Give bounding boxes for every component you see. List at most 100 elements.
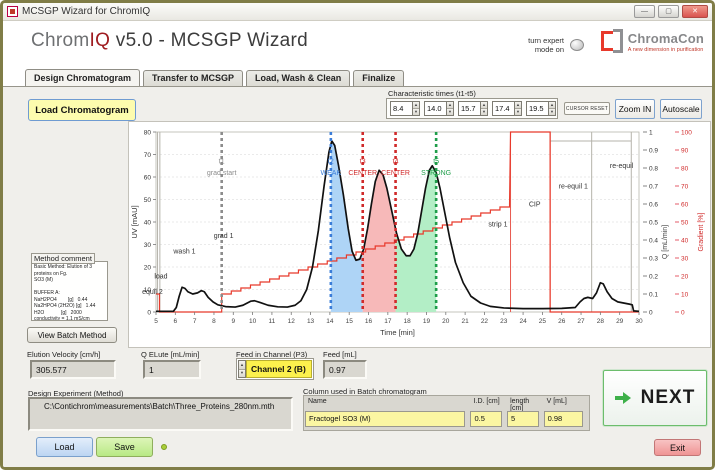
- svg-text:20: 20: [681, 274, 689, 281]
- close-button[interactable]: ✕: [682, 5, 708, 18]
- svg-text:0.7: 0.7: [649, 184, 658, 191]
- main-panel: Load Chromatogram Characteristic times (…: [3, 86, 712, 467]
- svg-text:t5: t5: [433, 159, 439, 166]
- svg-text:t1: t1: [219, 159, 225, 166]
- autoscale-button[interactable]: Autoscale: [660, 99, 702, 119]
- tab-design-chromatogram[interactable]: Design Chromatogram: [25, 69, 141, 86]
- svg-text:WEAK: WEAK: [321, 170, 342, 177]
- svg-text:CENTER: CENTER: [381, 170, 410, 177]
- svg-text:CIP: CIP: [529, 201, 541, 208]
- svg-text:0.9: 0.9: [649, 148, 658, 155]
- method-comment-box[interactable]: Basic Method: Elution of 3 proteins on F…: [31, 261, 108, 321]
- svg-text:7: 7: [193, 318, 197, 325]
- column-table-row: Fractogel SO3 (M) 0.5 5 0.98: [305, 411, 588, 427]
- save-button[interactable]: Save: [96, 437, 153, 457]
- feed-volume-field[interactable]: 0.97: [323, 360, 367, 379]
- svg-text:wash 1: wash 1: [172, 249, 195, 256]
- svg-text:t3: t3: [360, 159, 366, 166]
- svg-text:70: 70: [144, 152, 152, 159]
- elution-velocity-label: Elution Velocity [cm/h]: [27, 350, 101, 359]
- feed-channel-label: Feed in Channel (P3): [236, 350, 308, 359]
- feed-channel-dropdown[interactable]: ▲ ▼ Channel 2 (B): [236, 358, 314, 380]
- svg-text:70: 70: [681, 184, 689, 191]
- title-bar: MCSGP Wizard for ChromIQ — ▢ ✕: [3, 3, 712, 21]
- next-arrow-icon: [614, 392, 631, 404]
- design-experiment-label: Design Experiment (Method): [28, 389, 124, 398]
- feed-volume-label: Feed [mL]: [323, 350, 357, 359]
- svg-text:10: 10: [144, 287, 152, 294]
- svg-text:22: 22: [481, 318, 489, 325]
- app-icon: [7, 6, 18, 17]
- chromatogram-chart[interactable]: t1 grad start t2 WEAK t3 CENTER t4 CENTER t5 STRO…: [128, 121, 711, 348]
- zoom-in-button[interactable]: Zoom IN: [615, 99, 655, 119]
- svg-text:21: 21: [462, 318, 470, 325]
- characteristic-time-5[interactable]: 19.5 ▲ ▼: [526, 101, 556, 116]
- svg-text:t2: t2: [328, 159, 334, 166]
- next-button[interactable]: NEXT: [603, 370, 707, 426]
- load-chromatogram-button[interactable]: Load Chromatogram: [28, 99, 136, 121]
- svg-text:40: 40: [681, 238, 689, 245]
- tab-load-wash-clean[interactable]: Load, Wash & Clean: [246, 70, 351, 86]
- svg-text:100: 100: [681, 130, 692, 137]
- characteristic-time-1[interactable]: 8.4 ▲ ▼: [390, 101, 420, 116]
- maximize-button[interactable]: ▢: [658, 5, 679, 18]
- characteristic-time-4[interactable]: 17.4 ▲ ▼: [492, 101, 522, 116]
- feed-channel-spinner[interactable]: ▲ ▼: [238, 360, 246, 378]
- svg-text:28: 28: [597, 318, 605, 325]
- load-button[interactable]: Load: [36, 437, 93, 457]
- view-batch-method-button[interactable]: View Batch Method: [27, 327, 117, 343]
- cursor-reset-button[interactable]: CURSOR RESET: [564, 102, 610, 115]
- svg-text:60: 60: [144, 175, 152, 182]
- chromacon-logo-icon: [600, 29, 623, 55]
- column-header-2: length [cm]: [510, 398, 530, 412]
- column-header-1: I.D. [cm]: [473, 398, 500, 405]
- svg-text:30: 30: [681, 256, 689, 263]
- svg-text:18: 18: [404, 318, 412, 325]
- svg-text:16: 16: [365, 318, 373, 325]
- svg-text:Gradient [%]: Gradient [%]: [698, 212, 705, 251]
- svg-text:80: 80: [144, 130, 152, 137]
- title-chrom: Chrom: [31, 30, 90, 51]
- characteristic-time-2[interactable]: 14.0 ▲ ▼: [424, 101, 454, 116]
- svg-text:30: 30: [144, 242, 152, 249]
- svg-text:grad 1: grad 1: [214, 233, 234, 240]
- svg-text:15: 15: [346, 318, 354, 325]
- elution-velocity-field[interactable]: 305.577: [30, 360, 116, 379]
- svg-text:5: 5: [154, 318, 158, 325]
- svg-text:60: 60: [681, 202, 689, 209]
- column-table-label: Column used in Batch chromatogram: [303, 387, 427, 396]
- characteristic-times-label: Characteristic times (t1-t5): [388, 89, 476, 98]
- chromacon-logo: ChromaCon A new dimension in purificatio…: [600, 29, 704, 55]
- expert-mode-toggle[interactable]: [570, 39, 584, 51]
- svg-text:0.6: 0.6: [649, 202, 658, 209]
- q-elute-field[interactable]: 1: [143, 360, 201, 379]
- svg-text:equil 2: equil 2: [142, 289, 163, 296]
- svg-text:23: 23: [500, 318, 508, 325]
- svg-text:0.5: 0.5: [649, 220, 658, 227]
- fraction-region-2: [395, 165, 437, 312]
- svg-text:8: 8: [212, 318, 216, 325]
- svg-text:6: 6: [174, 318, 178, 325]
- logo-tagline: A new dimension in purification: [627, 47, 704, 53]
- svg-text:10: 10: [681, 292, 689, 299]
- svg-text:0: 0: [147, 310, 151, 317]
- tab-finalize[interactable]: Finalize: [353, 70, 405, 86]
- svg-text:17: 17: [384, 318, 392, 325]
- characteristic-time-3[interactable]: 15.7 ▲ ▼: [458, 101, 488, 116]
- column-cell-3[interactable]: 0.98: [543, 411, 583, 427]
- column-cell-2[interactable]: 5: [507, 411, 539, 427]
- feed-channel-value: Channel 2 (B): [246, 360, 312, 378]
- exit-button[interactable]: Exit: [654, 439, 701, 456]
- column-cell-0[interactable]: Fractogel SO3 (M): [305, 411, 466, 427]
- svg-text:re-equil: re-equil: [610, 163, 634, 170]
- design-experiment-path[interactable]: C:\Contichrom\measurements\Batch\Three_P…: [28, 397, 293, 431]
- svg-text:14: 14: [326, 318, 334, 325]
- svg-text:50: 50: [144, 197, 152, 204]
- svg-text:20: 20: [144, 265, 152, 272]
- minimize-button[interactable]: —: [634, 5, 655, 18]
- tab-transfer-to-mcsgp[interactable]: Transfer to MCSGP: [143, 70, 244, 86]
- tab-bar: Design Chromatogram Transfer to MCSGP Load…: [25, 69, 407, 87]
- svg-text:10: 10: [249, 318, 257, 325]
- column-header-0: Name: [308, 398, 327, 405]
- column-cell-1[interactable]: 0.5: [470, 411, 502, 427]
